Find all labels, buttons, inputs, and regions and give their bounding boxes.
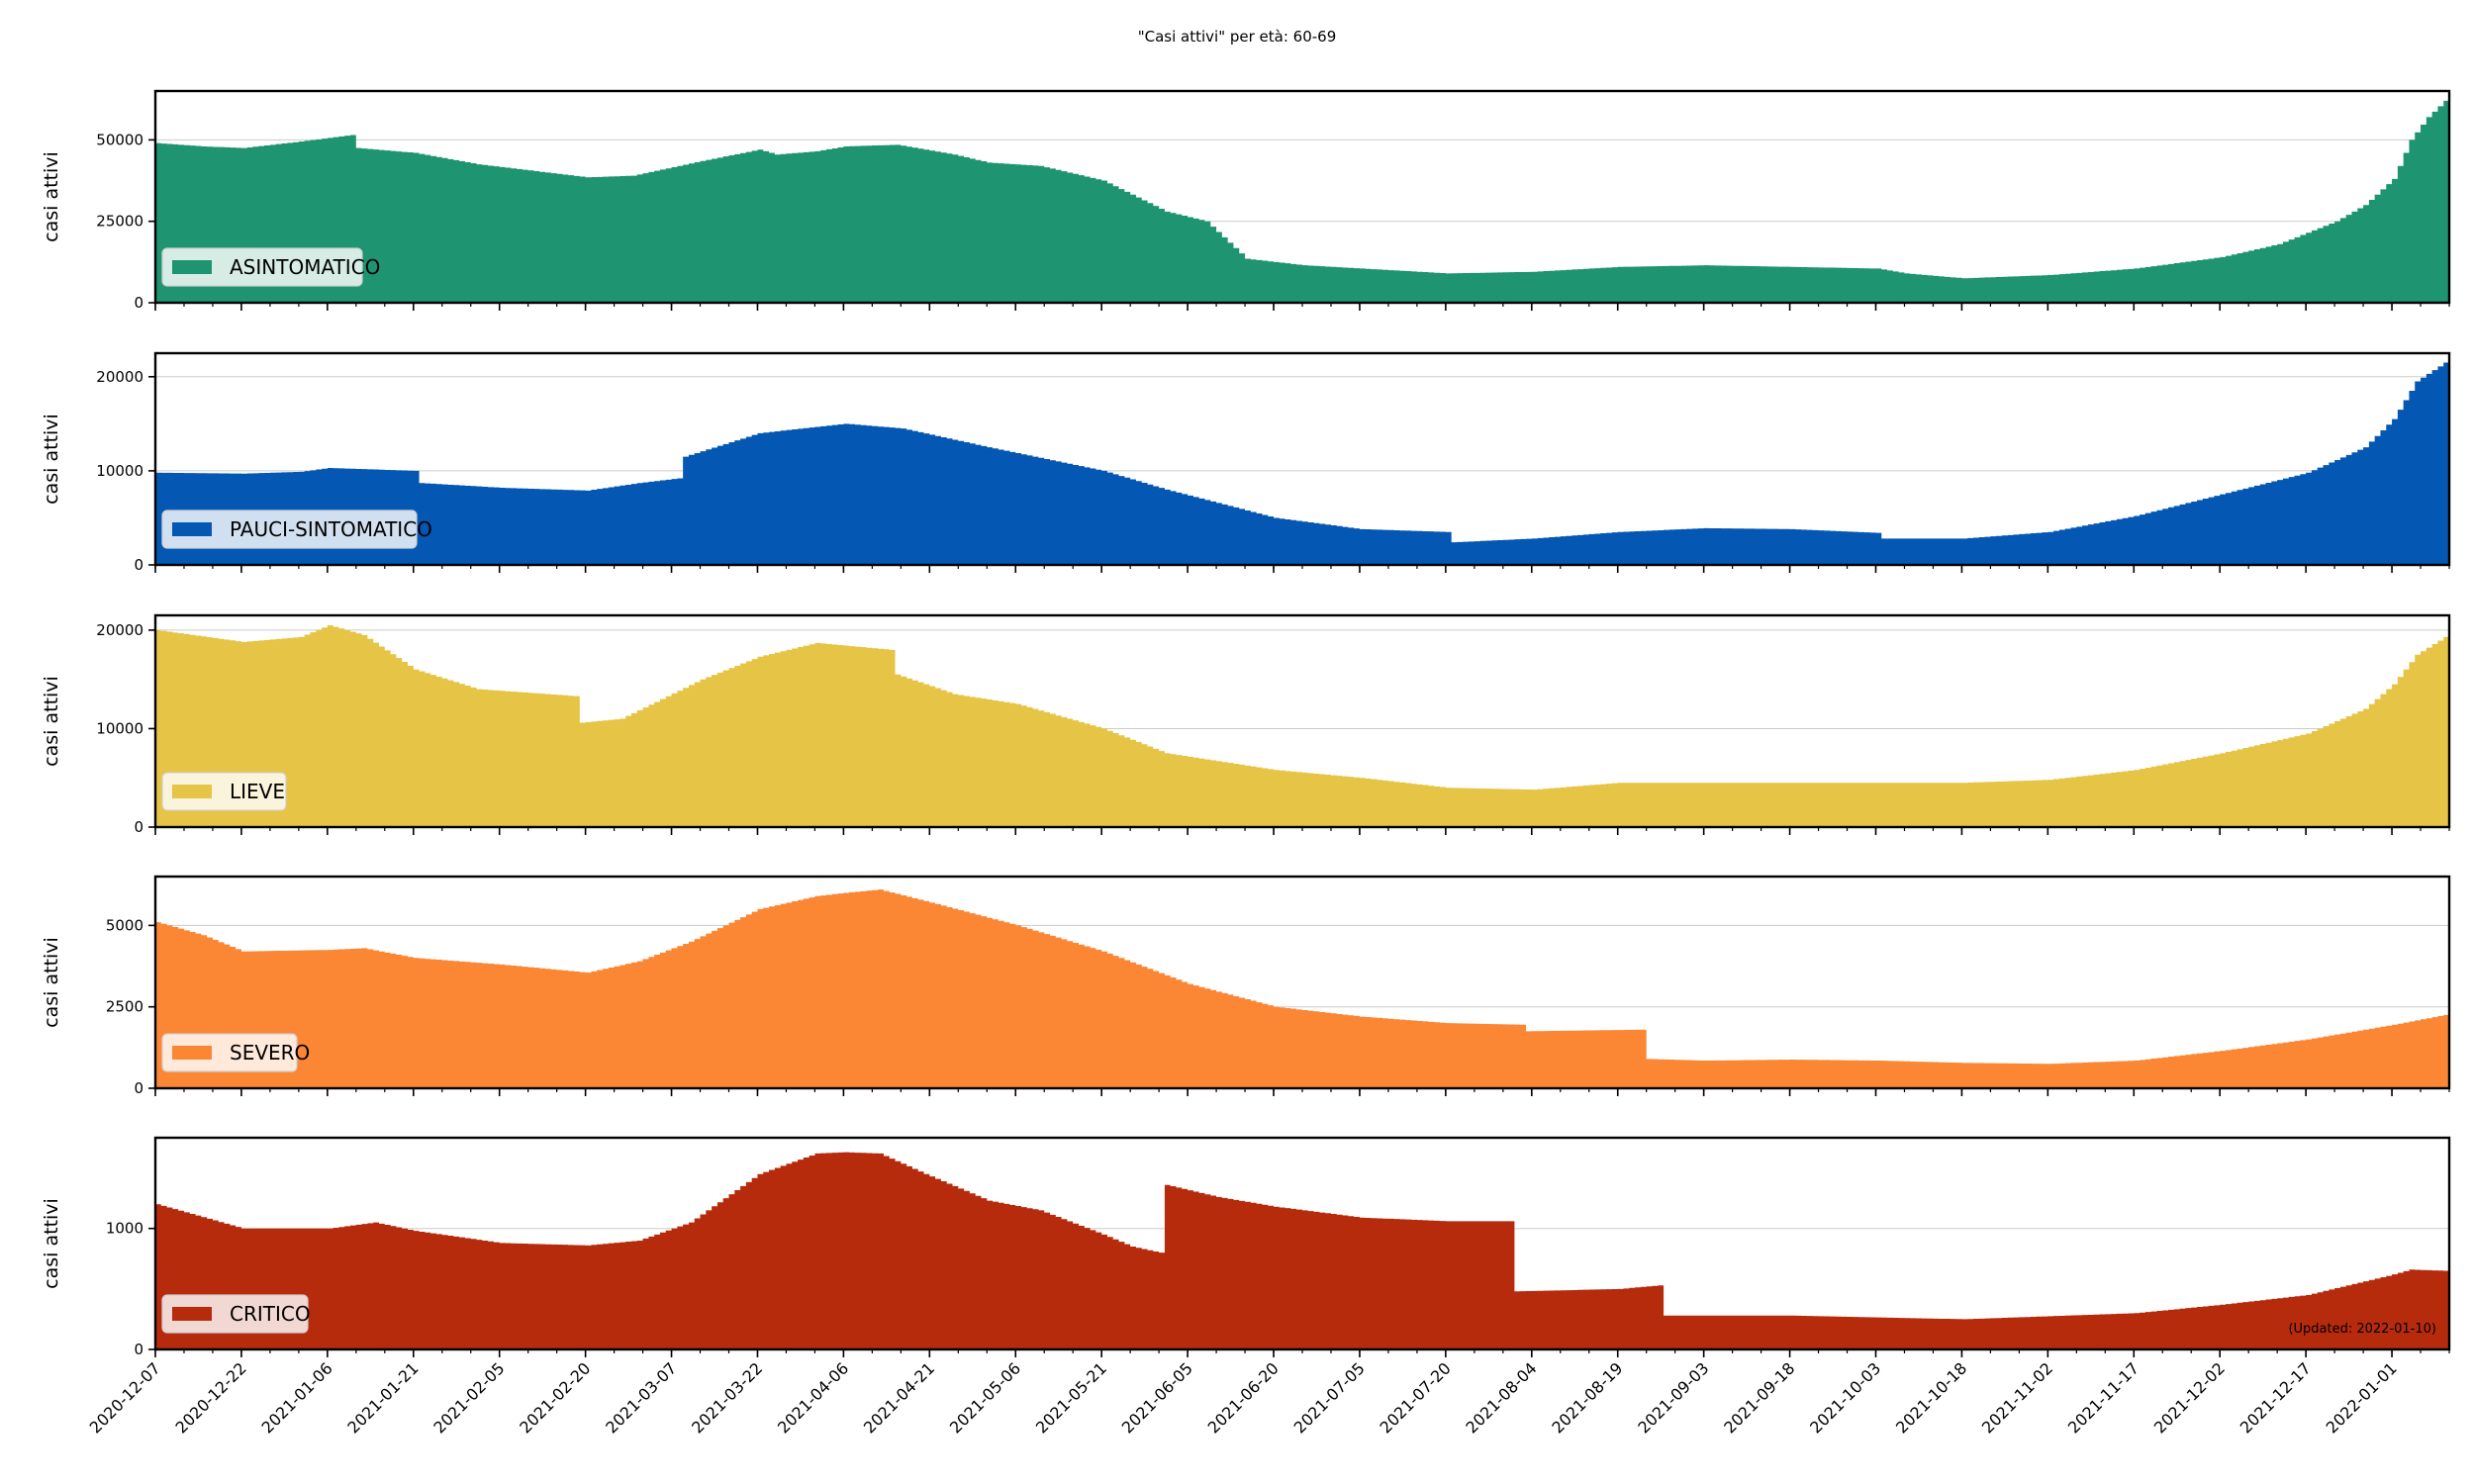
legend-swatch <box>172 1307 212 1321</box>
updated-note: (Updated: 2022-01-10) <box>2288 1322 2436 1337</box>
panel-pauci-sintomatico: 0 10000 20000 casi attivi PAUCI-SINTOMATICO <box>41 351 2451 574</box>
legend: PAUCI-SINTOMATICO <box>161 510 432 549</box>
y-axis-label: casi attivi <box>41 151 62 242</box>
y-tick-label: 25000 <box>96 213 143 231</box>
y-tick-label: 0 <box>134 1341 143 1358</box>
legend-box <box>161 1294 309 1334</box>
series-area <box>155 624 2449 827</box>
legend: ASINTOMATICO <box>161 247 380 287</box>
legend-swatch <box>172 522 212 536</box>
y-tick-label: 1000 <box>106 1220 143 1238</box>
y-tick-label: 2500 <box>106 998 143 1016</box>
series-area <box>155 889 2449 1088</box>
legend-swatch <box>172 785 212 798</box>
panel-critico: 0 1000 casi attivi CRITICO <box>41 1136 2451 1358</box>
legend-label: LIEVE <box>230 780 285 803</box>
legend-label: PAUCI-SINTOMATICO <box>230 517 432 541</box>
panel-asintomatico: 0 25000 50000 casi attivi ASINTOMATICO <box>41 89 2451 312</box>
panel-lieve: 0 10000 20000 casi attivi LIEVE <box>41 613 2451 836</box>
y-tick-label: 0 <box>134 294 143 312</box>
y-tick-label: 20000 <box>96 621 143 639</box>
legend-swatch <box>172 260 212 274</box>
y-tick-label: 0 <box>134 818 143 836</box>
legend: SEVERO <box>161 1033 310 1072</box>
y-tick-label: 10000 <box>96 719 143 737</box>
legend-box <box>161 772 287 811</box>
legend: CRITICO <box>161 1294 311 1334</box>
legend-box <box>161 1033 298 1072</box>
y-tick-label: 50000 <box>96 131 143 148</box>
y-axis-label: casi attivi <box>41 937 62 1028</box>
series-area <box>155 100 2449 303</box>
legend: LIEVE <box>161 772 287 811</box>
y-tick-label: 20000 <box>96 368 143 386</box>
y-axis-label: casi attivi <box>41 414 62 505</box>
legend-box <box>161 510 418 549</box>
legend-swatch <box>172 1046 212 1060</box>
y-tick-label: 10000 <box>96 462 143 480</box>
y-axis-label: casi attivi <box>41 1198 62 1289</box>
legend-label: SEVERO <box>230 1041 310 1065</box>
y-tick-label: 0 <box>134 556 143 574</box>
series-area <box>155 362 2449 565</box>
y-tick-label: 5000 <box>106 916 143 934</box>
legend-box <box>161 247 363 287</box>
legend-label: ASINTOMATICO <box>230 255 380 279</box>
legend-label: CRITICO <box>230 1302 311 1326</box>
panel-severo: 0 2500 5000 casi attivi SEVERO <box>41 875 2451 1097</box>
y-tick-label: 0 <box>134 1079 143 1097</box>
figure-title: "Casi attivi" per età: 60-69 <box>1138 28 1337 46</box>
y-axis-label: casi attivi <box>41 676 62 767</box>
series-area <box>155 1152 2449 1349</box>
